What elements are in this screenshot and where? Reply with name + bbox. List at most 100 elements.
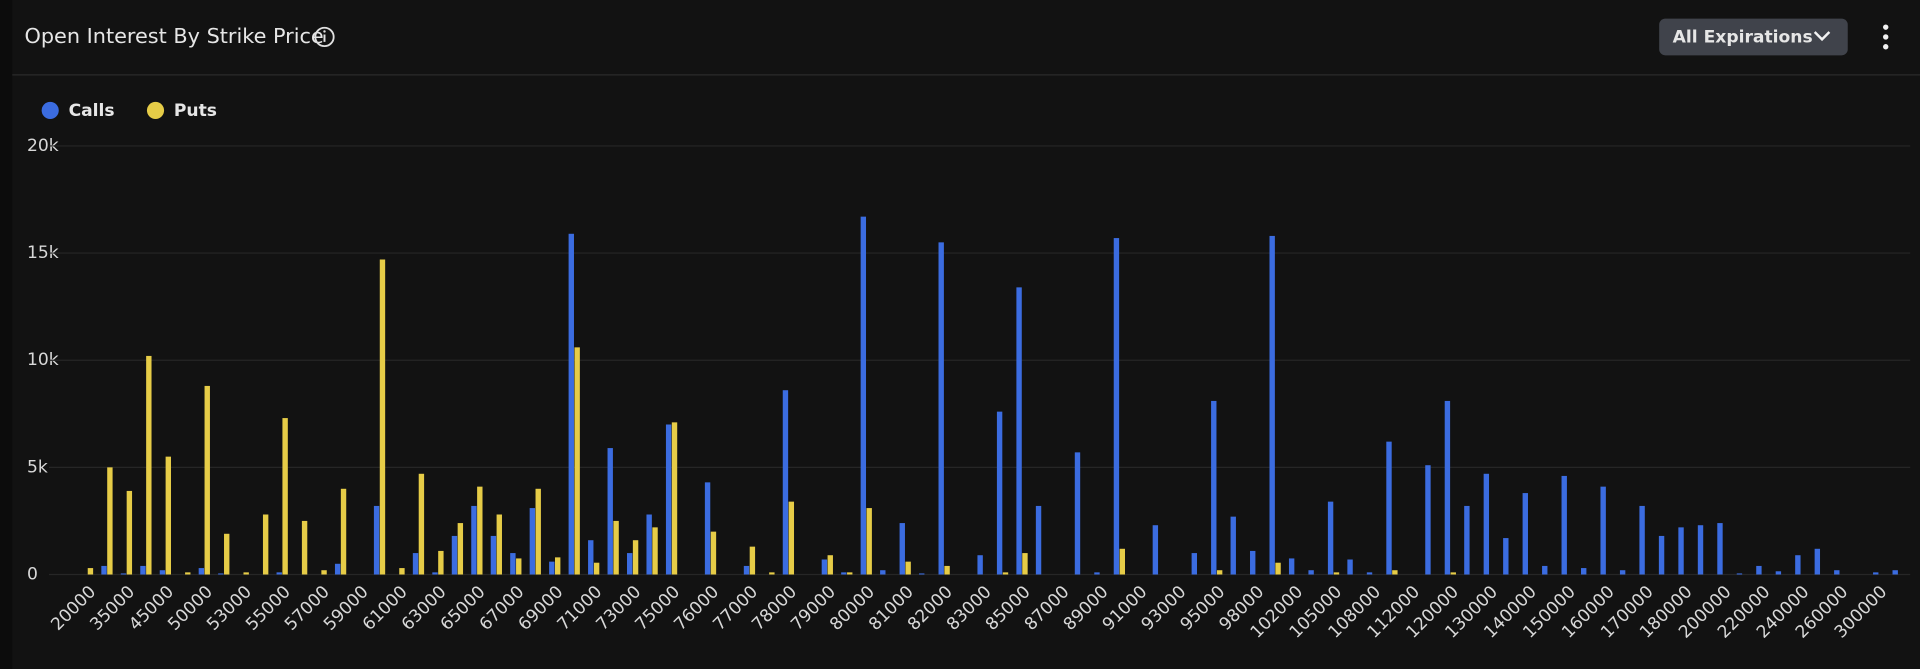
bar bbox=[1542, 565, 1548, 575]
bar bbox=[769, 572, 775, 575]
bar bbox=[412, 553, 419, 575]
bar bbox=[120, 573, 127, 575]
bar bbox=[710, 531, 717, 575]
bar bbox=[1230, 516, 1236, 575]
bar bbox=[1600, 486, 1606, 575]
bar bbox=[1639, 505, 1645, 575]
bar bbox=[1503, 538, 1509, 575]
legend-swatch bbox=[146, 101, 165, 119]
chart-title: Open Interest By Strike Price bbox=[24, 24, 323, 48]
bar bbox=[276, 572, 282, 575]
bar bbox=[107, 467, 113, 575]
bar bbox=[1308, 570, 1314, 575]
info-icon[interactable] bbox=[314, 26, 335, 48]
bar bbox=[607, 448, 613, 575]
bar bbox=[1619, 570, 1626, 575]
bar bbox=[977, 555, 983, 575]
bar bbox=[490, 535, 497, 575]
bar bbox=[185, 572, 191, 575]
bar bbox=[1191, 553, 1197, 575]
bar bbox=[262, 514, 269, 575]
bar bbox=[788, 501, 795, 575]
bar bbox=[159, 570, 166, 575]
bar bbox=[1892, 570, 1898, 575]
bar bbox=[1392, 570, 1398, 575]
bar bbox=[321, 570, 327, 575]
bar bbox=[588, 540, 594, 575]
bar bbox=[782, 390, 789, 575]
bar bbox=[432, 572, 438, 575]
bar bbox=[373, 505, 380, 575]
bar bbox=[860, 216, 867, 575]
bar bbox=[510, 553, 516, 575]
bar bbox=[477, 486, 483, 575]
bar bbox=[224, 533, 230, 575]
bar bbox=[568, 233, 574, 575]
bar bbox=[1450, 572, 1456, 575]
bar bbox=[1873, 572, 1879, 575]
bar bbox=[1275, 562, 1281, 575]
bar bbox=[593, 562, 600, 575]
bar bbox=[471, 505, 477, 575]
bar bbox=[1022, 553, 1028, 575]
bar bbox=[282, 418, 288, 575]
bar bbox=[996, 411, 1003, 575]
bar bbox=[555, 557, 561, 575]
bar bbox=[1288, 558, 1295, 575]
bar bbox=[1581, 568, 1587, 575]
menu-icon[interactable] bbox=[1883, 24, 1889, 50]
bar bbox=[905, 561, 911, 575]
bar bbox=[1094, 572, 1100, 575]
legend-label: Calls bbox=[69, 101, 115, 121]
bar bbox=[671, 422, 678, 575]
bar bbox=[146, 355, 152, 575]
bar bbox=[218, 573, 224, 575]
bar bbox=[1386, 441, 1392, 575]
bar bbox=[418, 473, 425, 575]
bar bbox=[841, 572, 847, 575]
bar bbox=[1016, 287, 1022, 575]
bar bbox=[1333, 572, 1340, 575]
bar bbox=[1834, 570, 1840, 575]
expirations-button[interactable]: All Expirations bbox=[1659, 18, 1848, 56]
bar bbox=[1697, 525, 1704, 575]
bar bbox=[1814, 548, 1821, 575]
bar bbox=[1119, 548, 1125, 575]
bar bbox=[1483, 473, 1490, 575]
bar bbox=[334, 563, 341, 575]
bar bbox=[866, 508, 872, 575]
bar bbox=[1756, 565, 1762, 575]
bar bbox=[1152, 525, 1159, 575]
y-tick-label: 20k bbox=[27, 136, 59, 156]
y-tick-label: 0 bbox=[27, 565, 38, 585]
left-strip bbox=[0, 0, 13, 669]
bar bbox=[1717, 523, 1723, 575]
bar bbox=[301, 520, 308, 575]
bar bbox=[743, 565, 750, 575]
bar bbox=[1250, 550, 1256, 575]
bar bbox=[749, 546, 756, 575]
bar bbox=[496, 514, 502, 575]
bar bbox=[627, 553, 633, 575]
y-tick-label: 5k bbox=[27, 457, 48, 477]
bar bbox=[1035, 505, 1042, 575]
bar bbox=[529, 508, 536, 575]
bar bbox=[1113, 238, 1120, 575]
bar bbox=[574, 347, 580, 575]
bar bbox=[1347, 559, 1353, 575]
bar bbox=[652, 527, 658, 575]
bar bbox=[1444, 400, 1451, 575]
plot: Calls Puts05k10k15k20k2000035000450005000… bbox=[27, 101, 1911, 642]
bar bbox=[1795, 555, 1801, 575]
bar bbox=[379, 259, 386, 575]
bar bbox=[549, 561, 555, 575]
button-label[interactable]: All Expirations bbox=[1673, 28, 1813, 48]
bar bbox=[944, 565, 950, 575]
bar bbox=[243, 572, 249, 575]
bar bbox=[340, 488, 347, 575]
bar bbox=[899, 523, 905, 575]
bar bbox=[140, 565, 146, 575]
bar bbox=[847, 572, 853, 575]
